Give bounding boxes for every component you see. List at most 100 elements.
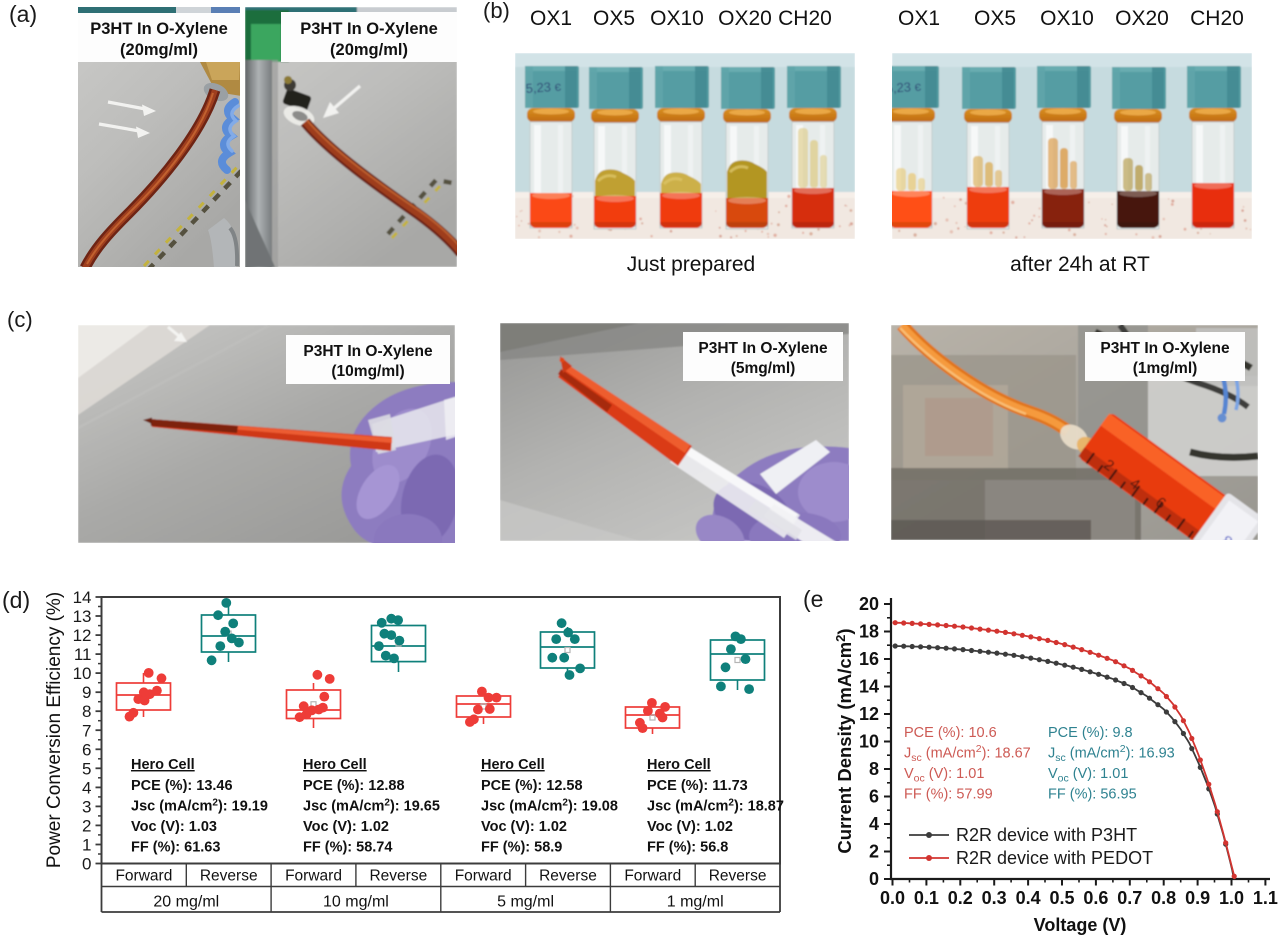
- svg-text:5,23 є: 5,23 є: [885, 79, 922, 96]
- svg-text:Voc (V): 1.03: Voc (V): 1.03: [131, 819, 217, 835]
- svg-text:10 mg/ml: 10 mg/ml: [323, 894, 389, 911]
- svg-text:0: 0: [82, 855, 91, 874]
- svg-text:0: 0: [869, 869, 879, 889]
- svg-text:11: 11: [74, 645, 92, 664]
- svg-text:PCE (%): 13.46: PCE (%): 13.46: [131, 778, 233, 794]
- svg-text:(5mg/ml): (5mg/ml): [731, 360, 796, 377]
- svg-text:P3HT In O-Xylene: P3HT In O-Xylene: [698, 340, 828, 357]
- svg-text:20: 20: [859, 594, 879, 614]
- svg-text:Hero Cell: Hero Cell: [131, 757, 195, 773]
- svg-text:PCE (%): 10.6: PCE (%): 10.6: [904, 725, 997, 741]
- svg-text:CH20: CH20: [1190, 7, 1244, 30]
- svg-text:CH20: CH20: [778, 7, 832, 30]
- svg-text:4: 4: [82, 778, 91, 797]
- svg-text:18: 18: [859, 622, 879, 642]
- svg-text:FF (%): 58.9: FF (%): 58.9: [481, 840, 562, 856]
- svg-text:Forward: Forward: [115, 868, 172, 885]
- svg-text:Voltage (V): Voltage (V): [1034, 915, 1127, 935]
- svg-text:after 24h at RT: after 24h at RT: [1010, 253, 1150, 276]
- svg-text:OX20: OX20: [718, 7, 772, 30]
- svg-text:(10mg/ml): (10mg/ml): [331, 363, 404, 380]
- svg-text:(1mg/ml): (1mg/ml): [1133, 360, 1198, 377]
- svg-text:Hero Cell: Hero Cell: [647, 757, 711, 773]
- svg-text:4: 4: [869, 814, 879, 834]
- svg-text:OX1: OX1: [530, 7, 572, 30]
- svg-text:PCE (%): 12.88: PCE (%): 12.88: [303, 778, 405, 794]
- svg-text:Voc (V): 1.02: Voc (V): 1.02: [481, 819, 567, 835]
- svg-text:5: 5: [82, 759, 91, 778]
- svg-text:P3HT In O-Xylene: P3HT In O-Xylene: [1100, 340, 1230, 357]
- svg-text:12: 12: [859, 704, 879, 724]
- svg-text:OX5: OX5: [974, 7, 1016, 30]
- svg-text:(e: (e: [803, 586, 823, 612]
- svg-text:0.0: 0.0: [880, 888, 905, 908]
- svg-text:(c): (c): [7, 307, 33, 332]
- svg-text:P3HT In O-Xylene: P3HT In O-Xylene: [300, 20, 438, 38]
- svg-text:6: 6: [82, 740, 91, 759]
- svg-text:FF (%): 56.95: FF (%): 56.95: [1048, 787, 1137, 803]
- svg-text:Forward: Forward: [285, 868, 342, 885]
- svg-text:Voc (V): 1.01: Voc (V): 1.01: [1048, 766, 1128, 785]
- svg-text:Voc (V): 1.02: Voc (V): 1.02: [647, 819, 733, 835]
- svg-text:FF (%): 61.63: FF (%): 61.63: [131, 840, 220, 856]
- svg-text:1: 1: [82, 835, 91, 854]
- svg-text:1 mg/ml: 1 mg/ml: [667, 894, 724, 911]
- svg-text:Jsc (mA/cm2): 19.65: Jsc (mA/cm2): 19.65: [303, 798, 440, 815]
- svg-text:0.3: 0.3: [982, 888, 1007, 908]
- svg-text:Jsc (mA/cm2): 19.19: Jsc (mA/cm2): 19.19: [131, 798, 268, 815]
- svg-text:5,23 є: 5,23 є: [525, 79, 562, 96]
- svg-text:0.5: 0.5: [1049, 888, 1074, 908]
- svg-text:8: 8: [82, 702, 91, 721]
- svg-text:(b): (b): [483, 0, 510, 23]
- svg-text:7: 7: [82, 721, 91, 740]
- svg-text:OX20: OX20: [1115, 7, 1169, 30]
- svg-text:6: 6: [869, 787, 879, 807]
- svg-text:14: 14: [73, 588, 92, 607]
- svg-text:Hero Cell: Hero Cell: [481, 757, 545, 773]
- svg-text:FF (%): 58.74: FF (%): 58.74: [303, 840, 392, 856]
- svg-text:PCE (%): 11.73: PCE (%): 11.73: [647, 778, 748, 794]
- svg-text:(d): (d): [2, 587, 30, 613]
- svg-text:5 mg/ml: 5 mg/ml: [497, 894, 554, 911]
- svg-text:12: 12: [73, 626, 92, 645]
- svg-text:R2R device with PEDOT: R2R device with PEDOT: [956, 848, 1153, 868]
- svg-text:P3HT In O-Xylene: P3HT In O-Xylene: [90, 20, 228, 38]
- svg-text:2: 2: [869, 842, 879, 862]
- svg-text:Jsc (mA/cm2): 18.87: Jsc (mA/cm2): 18.87: [647, 798, 784, 815]
- svg-text:OX10: OX10: [1040, 7, 1094, 30]
- svg-text:Reverse: Reverse: [539, 868, 597, 885]
- svg-text:8: 8: [1218, 533, 1235, 552]
- svg-text:0.9: 0.9: [1185, 888, 1210, 908]
- svg-text:OX5: OX5: [593, 7, 635, 30]
- svg-text:14: 14: [859, 677, 879, 697]
- svg-text:PCE (%): 9.8: PCE (%): 9.8: [1048, 725, 1133, 741]
- svg-text:Current Density (mA/cm2): Current Density (mA/cm2): [833, 628, 855, 853]
- svg-text:13: 13: [73, 607, 92, 626]
- svg-text:Jsc (mA/cm2): 16.93: Jsc (mA/cm2): 16.93: [1048, 743, 1175, 764]
- svg-text:0.2: 0.2: [948, 888, 973, 908]
- svg-text:10: 10: [859, 732, 879, 752]
- svg-text:0.7: 0.7: [1117, 888, 1142, 908]
- svg-text:0.8: 0.8: [1151, 888, 1176, 908]
- svg-text:10: 10: [73, 664, 92, 683]
- svg-text:Reverse: Reverse: [709, 868, 767, 885]
- svg-text:Voc (V): 1.01: Voc (V): 1.01: [904, 766, 984, 785]
- svg-text:1.1: 1.1: [1253, 888, 1278, 908]
- svg-text:Jsc (mA/cm2): 18.67: Jsc (mA/cm2): 18.67: [904, 743, 1031, 764]
- svg-text:Hero Cell: Hero Cell: [303, 757, 367, 773]
- svg-text:(a): (a): [9, 1, 37, 27]
- svg-text:1.0: 1.0: [1219, 888, 1244, 908]
- svg-text:Jsc (mA/cm2): 19.08: Jsc (mA/cm2): 19.08: [481, 798, 618, 815]
- svg-text:0.1: 0.1: [914, 888, 939, 908]
- svg-text:P3HT In O-Xylene: P3HT In O-Xylene: [303, 343, 433, 360]
- svg-text:Forward: Forward: [455, 868, 512, 885]
- svg-text:Reverse: Reverse: [200, 868, 258, 885]
- svg-text:OX10: OX10: [650, 7, 704, 30]
- svg-text:Reverse: Reverse: [369, 868, 427, 885]
- svg-text:8: 8: [869, 759, 879, 779]
- svg-text:2: 2: [82, 816, 91, 835]
- svg-text:Power Conversion Efficiency (%: Power Conversion Efficiency (%): [44, 592, 65, 868]
- svg-text:3: 3: [82, 797, 91, 816]
- svg-text:16: 16: [859, 649, 879, 669]
- svg-text:(20mg/ml): (20mg/ml): [120, 41, 198, 59]
